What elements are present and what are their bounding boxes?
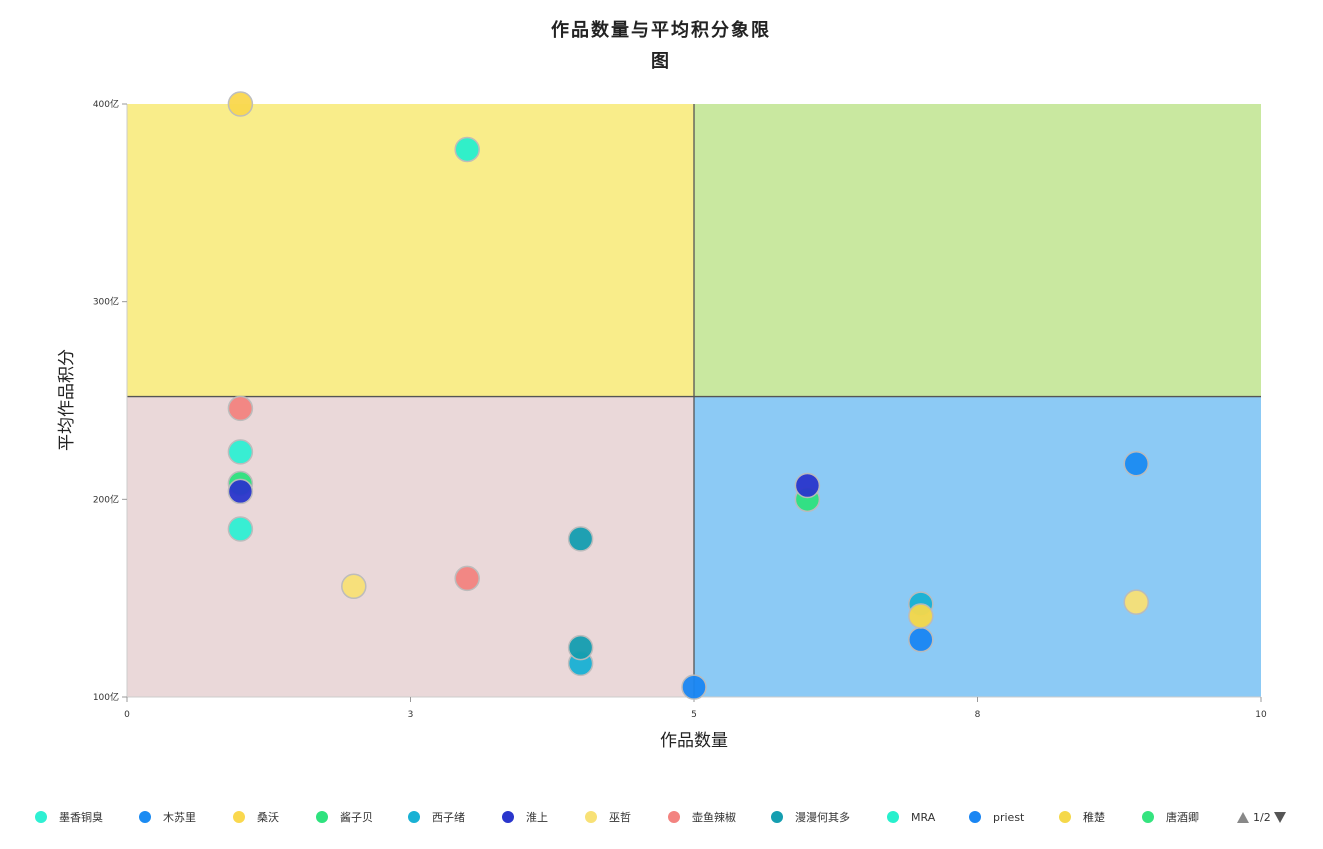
scatter-point[interactable] [227,395,254,422]
quadrant-bottom-left [127,396,694,697]
scatter-point[interactable] [454,565,480,592]
legend-swatch [1059,811,1071,823]
scatter-point[interactable] [227,91,254,117]
legend-item[interactable]: 酱子贝 [316,808,373,826]
quadrant-bottom-right [694,396,1261,697]
scatter-point[interactable] [341,573,367,600]
legend-label: MRA [911,810,936,824]
legend-item[interactable]: 唐酒卿 [1142,808,1199,826]
scatter-point[interactable] [681,674,707,700]
legend-item[interactable]: 墨香铜臭 [35,808,103,826]
legend-label: 稚楚 [1083,811,1105,824]
scatter-point[interactable] [227,478,254,505]
quadrant-top-left [127,104,694,397]
scatter-point[interactable] [227,439,254,465]
legend-swatch [668,811,680,823]
legend-label: 西子绪 [432,811,465,824]
legend-label: 漫漫何其多 [795,811,850,824]
page-down-icon[interactable] [1273,811,1286,823]
legend-page-indicator: 1/2 [1253,810,1271,824]
scatter-point[interactable] [454,136,480,163]
legend-label: 墨香铜臭 [59,811,103,824]
y-tick-label: 400亿 [93,98,119,110]
x-tick-label: 10 [1255,710,1267,720]
scatter-point[interactable] [794,472,821,499]
legend-swatch [502,811,514,823]
scatter-point[interactable] [1123,451,1150,477]
legend-item[interactable]: 淮上 [502,808,548,826]
scatter-point[interactable] [227,516,254,542]
page-up-icon[interactable] [1237,811,1249,823]
legend-label: 壶鱼辣椒 [692,811,736,824]
legend-label: 酱子贝 [340,811,373,824]
legend-swatch [585,811,597,823]
x-tick-label: 8 [975,710,981,720]
x-tick-label: 5 [691,710,697,720]
legend-item[interactable]: 稚楚 [1059,808,1105,826]
scatter-point[interactable] [567,526,594,552]
legend-swatch [969,811,981,823]
legend-swatch [887,811,899,823]
chart-title-line2: 图 [651,51,671,72]
legend-swatch [408,811,420,823]
legend-swatch [1142,811,1154,823]
legend-item[interactable]: 桑沃 [233,808,279,826]
y-tick-label: 300亿 [93,296,119,308]
quadrant-top-right [694,104,1261,397]
x-tick-label: 3 [408,710,414,720]
legend-label: 唐酒卿 [1166,811,1199,824]
legend-swatch [139,811,151,823]
legend-swatch [35,811,47,823]
y-tick-label: 100亿 [93,691,119,703]
legend-item[interactable]: 壶鱼辣椒 [668,808,736,826]
scatter-point[interactable] [1123,589,1150,615]
scatter-point[interactable] [567,634,594,661]
legend-label: 淮上 [526,811,548,824]
scatter-point[interactable] [908,603,934,629]
y-axis-label: 平均作品积分 [57,349,77,451]
legend-item[interactable]: 漫漫何其多 [771,808,850,826]
legend-item[interactable]: priest [969,808,1024,826]
scatter-point[interactable] [908,626,934,653]
legend-label: priest [993,810,1025,824]
x-axis-label: 作品数量 [660,731,728,751]
legend-item[interactable]: 巫哲 [585,808,631,826]
legend-item[interactable]: MRA [887,808,935,826]
legend-label: 巫哲 [609,811,631,824]
y-tick-label: 200亿 [93,493,119,505]
chart-title-line1: 作品数量与平均积分象限 [551,20,771,41]
legend-swatch [233,811,245,823]
legend-item[interactable]: 木苏里 [139,808,196,826]
legend-swatch [316,811,328,823]
legend-label: 桑沃 [257,811,279,824]
legend-item[interactable]: 西子绪 [408,808,465,826]
x-tick-label: 0 [124,710,130,720]
legend-pager[interactable]: 1/2 [1237,808,1286,826]
legend-label: 木苏里 [163,811,196,824]
legend-swatch [771,811,783,823]
